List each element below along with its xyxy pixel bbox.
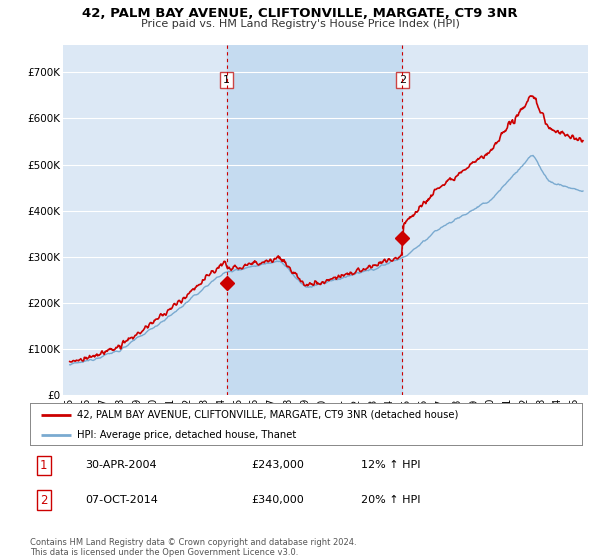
Text: 1: 1 [40,459,47,472]
Text: 2: 2 [399,75,406,85]
Text: Contains HM Land Registry data © Crown copyright and database right 2024.
This d: Contains HM Land Registry data © Crown c… [30,538,356,557]
Text: Price paid vs. HM Land Registry's House Price Index (HPI): Price paid vs. HM Land Registry's House … [140,19,460,29]
Text: HPI: Average price, detached house, Thanet: HPI: Average price, detached house, Than… [77,430,296,440]
Text: £340,000: £340,000 [251,495,304,505]
Text: 42, PALM BAY AVENUE, CLIFTONVILLE, MARGATE, CT9 3NR (detached house): 42, PALM BAY AVENUE, CLIFTONVILLE, MARGA… [77,410,458,420]
Text: 20% ↑ HPI: 20% ↑ HPI [361,495,421,505]
Text: 2: 2 [40,493,47,507]
Text: 1: 1 [223,75,230,85]
Text: £243,000: £243,000 [251,460,304,470]
Text: 07-OCT-2014: 07-OCT-2014 [85,495,158,505]
Text: 42, PALM BAY AVENUE, CLIFTONVILLE, MARGATE, CT9 3NR: 42, PALM BAY AVENUE, CLIFTONVILLE, MARGA… [82,7,518,20]
Text: 12% ↑ HPI: 12% ↑ HPI [361,460,421,470]
Bar [227,45,403,395]
Text: 30-APR-2004: 30-APR-2004 [85,460,157,470]
